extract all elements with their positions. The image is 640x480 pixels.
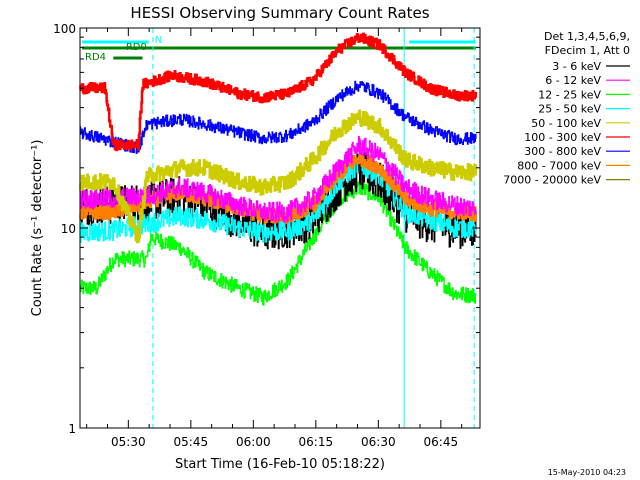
flag-rd0-label: RD0 xyxy=(126,42,147,53)
legend-entry-label: 300 - 800 keV xyxy=(524,145,601,158)
y-axis: 1 10 100 xyxy=(53,22,480,436)
flag-bars: N RD0 RD4 xyxy=(82,35,476,63)
legend-entry-label: 6 - 12 keV xyxy=(545,74,601,87)
chart-title: HESSI Observing Summary Count Rates xyxy=(130,4,429,22)
x-tick-label: 06:30 xyxy=(361,435,396,449)
y-axis-label: Count Rate (s⁻¹ detector⁻¹) xyxy=(30,140,45,317)
series-line-300to800kev xyxy=(79,80,477,154)
y-tick-label: 1 xyxy=(68,422,76,436)
legend-entry-label: 7000 - 20000 keV xyxy=(503,174,601,187)
legend-entry-label: 12 - 25 keV xyxy=(538,88,601,101)
legend-header-line-2: FDecim 1, Att 0 xyxy=(545,44,630,57)
flag-rd4-label: RD4 xyxy=(85,52,106,63)
generated-timestamp: 15-May-2010 04:23 xyxy=(548,468,626,477)
x-tick-label: 05:30 xyxy=(111,435,146,449)
x-tick-label: 06:00 xyxy=(236,435,271,449)
legend-entry-label: 3 - 6 keV xyxy=(552,60,601,73)
x-axis-label: Start Time (16-Feb-10 05:18:22) xyxy=(175,457,385,472)
x-tick-label: 05:45 xyxy=(174,435,209,449)
x-tick-label: 06:45 xyxy=(424,435,459,449)
legend-entry-label: 50 - 100 keV xyxy=(531,117,601,130)
legend: Det 1,3,4,5,6,9, FDecim 1, Att 0 3 - 6 k… xyxy=(503,30,630,187)
legend-header-line-1: Det 1,3,4,5,6,9, xyxy=(544,30,630,43)
y-tick-label: 100 xyxy=(53,22,76,36)
flag-n-label: N xyxy=(155,35,162,46)
legend-entry-label: 100 - 300 keV xyxy=(524,131,601,144)
x-tick-label: 06:15 xyxy=(299,435,334,449)
series-line-12to25kev xyxy=(79,181,477,306)
y-tick-label: 10 xyxy=(61,222,76,236)
series-line-100to300kev xyxy=(79,32,478,152)
legend-entry-label: 25 - 50 keV xyxy=(538,103,601,116)
x-axis: 05:30 05:45 06:00 06:15 06:30 06:45 xyxy=(86,28,463,449)
legend-entry-label: 800 - 7000 keV xyxy=(517,159,601,172)
series-line-50to100kev xyxy=(79,109,478,244)
series-lines xyxy=(79,32,478,306)
